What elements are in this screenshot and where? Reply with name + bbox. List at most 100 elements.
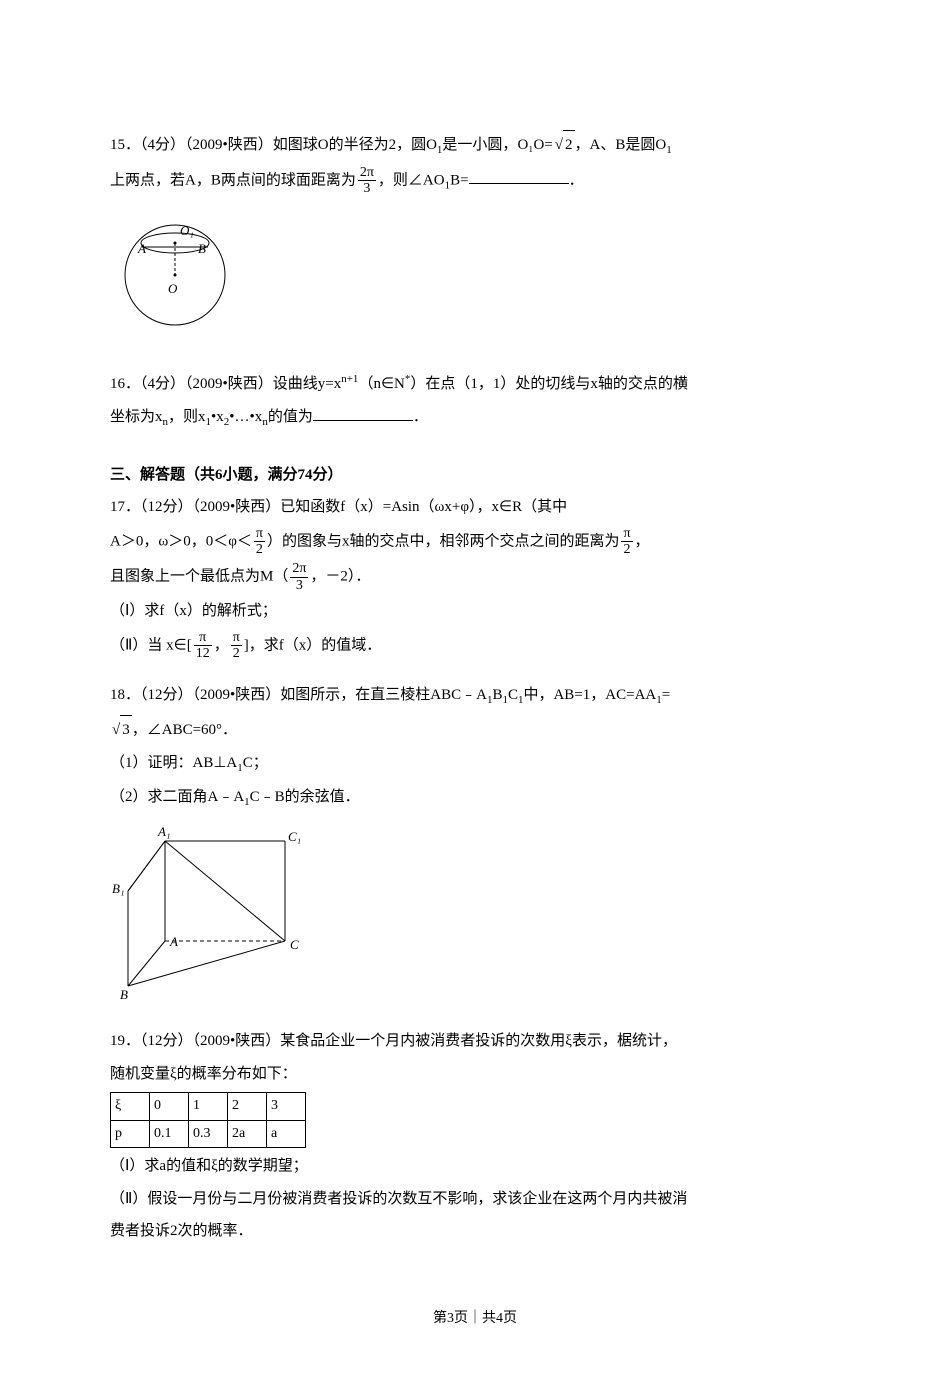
q17-t2b: ）的图象与x轴的交点中，相邻两个交点之间的距离为 xyxy=(267,533,620,549)
q16-t4: 坐标为x xyxy=(110,409,163,425)
d: 2 xyxy=(254,542,265,557)
q15-tail: ． xyxy=(569,172,584,188)
q17-t3b: ，－2）． xyxy=(310,569,370,585)
q19-line5: 费者投诉2次的概率． xyxy=(110,1217,840,1246)
cell: 0.3 xyxy=(189,1120,228,1148)
q15-text-4: 上两点，若A，B两点间的球面距离为 xyxy=(110,172,356,188)
q18-line4: （2）求二面角A﹣A1C﹣B的余弦值． xyxy=(110,783,840,813)
q17-line5: （Ⅱ）当 x∈[π12，π2]，求f（x）的值域． xyxy=(110,630,840,662)
label-B2: B xyxy=(120,987,128,1001)
cell: a xyxy=(267,1120,306,1148)
q18-t4a: （2）求二面角A﹣A xyxy=(110,789,244,805)
q17-t2c: ， xyxy=(635,533,650,549)
q17-comma: ， xyxy=(214,637,229,653)
d: 3 xyxy=(290,578,308,593)
q18-t3a: （1）证明：AB⊥A xyxy=(110,755,237,771)
q16-sup1: n+1 xyxy=(341,373,358,385)
label-O1: O₁ xyxy=(180,223,194,238)
n: π xyxy=(194,630,212,646)
frac-2pi-3b: 2π3 xyxy=(290,561,308,593)
d: 2 xyxy=(231,646,242,661)
blank-field-2 xyxy=(313,405,413,421)
q15-text-6: B= xyxy=(450,172,468,188)
q16-line1: 16．（4分）（2009•陕西）设曲线y=xn+1（n∈N*）在点（1，1）处的… xyxy=(110,369,840,399)
q19-line1: 19．（12分）（2009•陕西）某食品企业一个月内被消费者投诉的次数用ξ表示，… xyxy=(110,1027,840,1056)
frac-pi-2a: π2 xyxy=(254,526,265,558)
q16-d1: •x xyxy=(211,409,224,425)
q16-t1: 16．（4分）（2009•陕西）设曲线y=x xyxy=(110,376,341,392)
table-row: ξ 0 1 2 3 xyxy=(111,1093,306,1121)
num: 2π xyxy=(358,165,376,181)
q17-line3: 且图象上一个最低点为M（2π3，－2）． xyxy=(110,561,840,593)
q17-line2: A＞0，ω＞0，0＜φ＜π2）的图象与x轴的交点中，相邻两个交点之间的距离为π2… xyxy=(110,526,840,558)
frac-pi-2b: π2 xyxy=(621,526,632,558)
q18-t4b: C﹣B的余弦值． xyxy=(250,789,360,805)
label-A: A xyxy=(137,241,146,256)
label-B1: B₁ xyxy=(112,881,124,896)
q18-line3: （1）证明：AB⊥A1C； xyxy=(110,749,840,779)
q18-t1a: 18．（12分）（2009•陕西）如图所示，在直三棱柱ABC﹣A xyxy=(110,687,487,703)
q16-line2: 坐标为xn，则x1•x2•…•xn的值为． xyxy=(110,403,840,433)
q19-line3: （Ⅰ）求a的值和ξ的数学期望； xyxy=(110,1152,840,1181)
q15-text-1: 15．（4分）（2009•陕西）如图球O的半径为2，圆O xyxy=(110,137,437,153)
frac-pi-2c: π2 xyxy=(231,630,242,662)
frac-2pi-3: 2π3 xyxy=(358,165,376,197)
q18-figure: A₁ C₁ B₁ A C B xyxy=(110,821,840,1012)
label-B: B xyxy=(198,241,206,256)
q18-line2: 3，∠ABC=60°． xyxy=(110,715,840,745)
label-C1: C₁ xyxy=(288,829,301,844)
q15-line1: 15．（4分）（2009•陕西）如图球O的半径为2，圆O 1 是一小圆，O₁O= 2，… xyxy=(110,130,840,161)
q18-line1: 18．（12分）（2009•陕西）如图所示，在直三棱柱ABC﹣A1B1C1中，A… xyxy=(110,681,840,711)
cell: ξ xyxy=(111,1093,150,1121)
page-footer: 第3页｜共4页 xyxy=(110,1306,840,1333)
label-O: O xyxy=(168,281,178,296)
cell: 1 xyxy=(189,1093,228,1121)
cell: 3 xyxy=(267,1093,306,1121)
cell: p xyxy=(111,1120,150,1148)
q16-t2: （n∈N xyxy=(358,376,404,392)
q18-t1d: 中，AB=1，AC=AA xyxy=(523,687,656,703)
q15-text-2: 是一小圆， xyxy=(442,137,517,153)
q18-t1e: = xyxy=(662,687,670,703)
cell: 2a xyxy=(228,1120,267,1148)
sqrt3-val: 3 xyxy=(120,715,132,745)
frac-pi-12: π12 xyxy=(194,630,212,662)
q16-t5: ，则x xyxy=(168,409,206,425)
q15-oo: O₁O= xyxy=(517,137,552,153)
label-C2: C xyxy=(290,937,299,952)
den: 3 xyxy=(358,181,376,196)
label-A2: A xyxy=(169,934,178,949)
n: π xyxy=(254,526,265,542)
blank-field xyxy=(469,168,569,184)
q17-t2a: A＞0，ω＞0，0＜φ＜ xyxy=(110,533,252,549)
sqrt2-val: 2 xyxy=(563,130,575,160)
label-A1: A₁ xyxy=(157,824,170,839)
page-root: 15．（4分）（2009•陕西）如图球O的半径为2，圆O1是一小圆，O₁O=2，… xyxy=(0,0,950,1382)
distribution-table: ξ 0 1 2 3 p 0.1 0.3 2a a xyxy=(110,1092,306,1148)
q18-t1b: B xyxy=(492,687,502,703)
q17-t5b: ]，求f（x）的值域． xyxy=(244,637,382,653)
prism-diagram-icon: A₁ C₁ B₁ A C B xyxy=(110,821,310,1001)
sphere-diagram-icon: O₁ A B O xyxy=(110,205,250,335)
section-3-title: 三、解答题（共6小题，满分74分） xyxy=(110,461,840,490)
q15-sub-2: 1 xyxy=(666,144,672,156)
q19-line4: （Ⅱ）假设一月份与二月份被消费者投诉的次数互不影响，求该企业在这两个月内共被消 xyxy=(110,1185,840,1214)
table-row: p 0.1 0.3 2a a xyxy=(111,1120,306,1148)
sqrt-3-icon: 3 xyxy=(110,715,132,745)
d: 2 xyxy=(621,542,632,557)
q16-t6: 的值为 xyxy=(268,409,313,425)
sqrt-2-icon: 2 xyxy=(553,130,575,160)
q15-line2: 上两点，若A，B两点间的球面距离为2π3，则∠AO1B=． xyxy=(110,165,840,197)
cell: 2 xyxy=(228,1093,267,1121)
q19-line2: 随机变量ξ的概率分布如下： xyxy=(110,1060,840,1089)
q16-tail: ． xyxy=(413,409,428,425)
q17-line4: （Ⅰ）求f（x）的解析式； xyxy=(110,597,840,626)
q18-t2: ，∠ABC=60°． xyxy=(132,722,237,738)
q17-t3a: 且图象上一个最低点为M（ xyxy=(110,569,288,585)
cell: 0 xyxy=(150,1093,189,1121)
n: π xyxy=(621,526,632,542)
q16-t3: ）在点（1，1）处的切线与x轴的交点的横 xyxy=(410,376,688,392)
q15-text-3: ，A、B是圆O xyxy=(575,137,667,153)
cell: 0.1 xyxy=(150,1120,189,1148)
q17-line1: 17．（12分）（2009•陕西）已知函数f（x）=Asin（ωx+φ），x∈R… xyxy=(110,493,840,522)
